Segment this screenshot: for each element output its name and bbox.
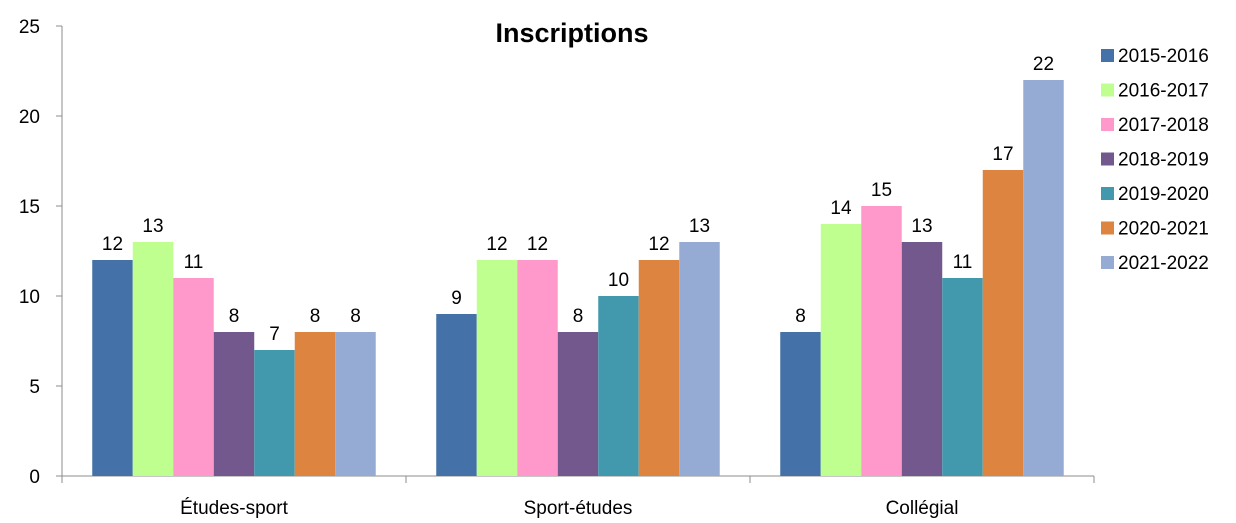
data-label: 13 — [142, 216, 163, 237]
data-label: 8 — [350, 306, 361, 327]
legend-label: 2018-2019 — [1118, 150, 1209, 171]
bar — [902, 242, 943, 476]
bar — [861, 206, 902, 476]
data-label: 13 — [911, 216, 932, 237]
legend-label: 2015-2016 — [1118, 46, 1209, 67]
data-label: 17 — [992, 144, 1013, 165]
bar — [821, 224, 862, 476]
data-label: 12 — [648, 234, 669, 255]
x-category-label: Collégial — [886, 498, 959, 519]
bar — [214, 332, 255, 476]
data-label: 9 — [451, 288, 462, 309]
bar — [335, 332, 376, 476]
legend-label: 2016-2017 — [1118, 81, 1209, 102]
y-tick-label: 0 — [29, 467, 40, 488]
bar — [942, 278, 983, 476]
data-label: 8 — [229, 306, 240, 327]
data-label: 12 — [527, 234, 548, 255]
bar — [780, 332, 821, 476]
bar — [436, 314, 477, 476]
legend-swatch — [1101, 187, 1114, 200]
legend-label: 2017-2018 — [1118, 115, 1209, 136]
legend: 2015-2016 2016-2017 2017-2018 2018-2019 2019… — [1101, 46, 1209, 274]
x-category-label: Sport-études — [524, 498, 633, 519]
legend-swatch — [1101, 84, 1114, 97]
y-tick-label: 5 — [29, 377, 40, 398]
bar — [598, 296, 639, 476]
y-tick-label: 10 — [19, 287, 40, 308]
bar — [639, 260, 680, 476]
legend-label: 2019-2020 — [1118, 184, 1209, 205]
y-tick-label: 25 — [19, 17, 40, 38]
legend-swatch — [1101, 256, 1114, 269]
data-label: 11 — [953, 252, 973, 273]
y-axis: 0 5 10 15 20 25 — [19, 17, 62, 488]
data-label: 12 — [102, 234, 123, 255]
bar — [295, 332, 336, 476]
legend-label: 2021-2022 — [1118, 253, 1209, 274]
bar — [254, 350, 295, 476]
data-label: 15 — [871, 180, 892, 201]
chart-title: Inscriptions — [495, 18, 648, 48]
x-category-label: Études-sport — [180, 498, 288, 519]
bar — [173, 278, 214, 476]
data-label: 14 — [830, 198, 852, 219]
bar — [92, 260, 133, 476]
data-label: 8 — [795, 306, 806, 327]
legend-swatch — [1101, 49, 1114, 62]
legend-swatch — [1101, 118, 1114, 131]
data-label: 22 — [1033, 54, 1054, 75]
data-label: 10 — [608, 270, 629, 291]
data-label: 8 — [573, 306, 584, 327]
data-label: 12 — [486, 234, 507, 255]
bar — [477, 260, 518, 476]
bar — [558, 332, 599, 476]
legend-swatch — [1101, 222, 1114, 235]
bars — [92, 80, 1064, 476]
bar — [983, 170, 1024, 476]
data-label: 13 — [689, 216, 710, 237]
y-tick-label: 15 — [19, 197, 40, 218]
y-tick-label: 20 — [19, 107, 40, 128]
bar — [133, 242, 174, 476]
data-label: 11 — [184, 252, 204, 273]
data-label: 7 — [269, 324, 280, 345]
bar — [679, 242, 720, 476]
data-label: 8 — [310, 306, 321, 327]
bar — [1023, 80, 1064, 476]
legend-label: 2020-2021 — [1118, 219, 1209, 240]
x-axis: Études-sport Sport-études Collégial — [62, 476, 1094, 519]
legend-swatch — [1101, 153, 1114, 166]
bar — [517, 260, 558, 476]
